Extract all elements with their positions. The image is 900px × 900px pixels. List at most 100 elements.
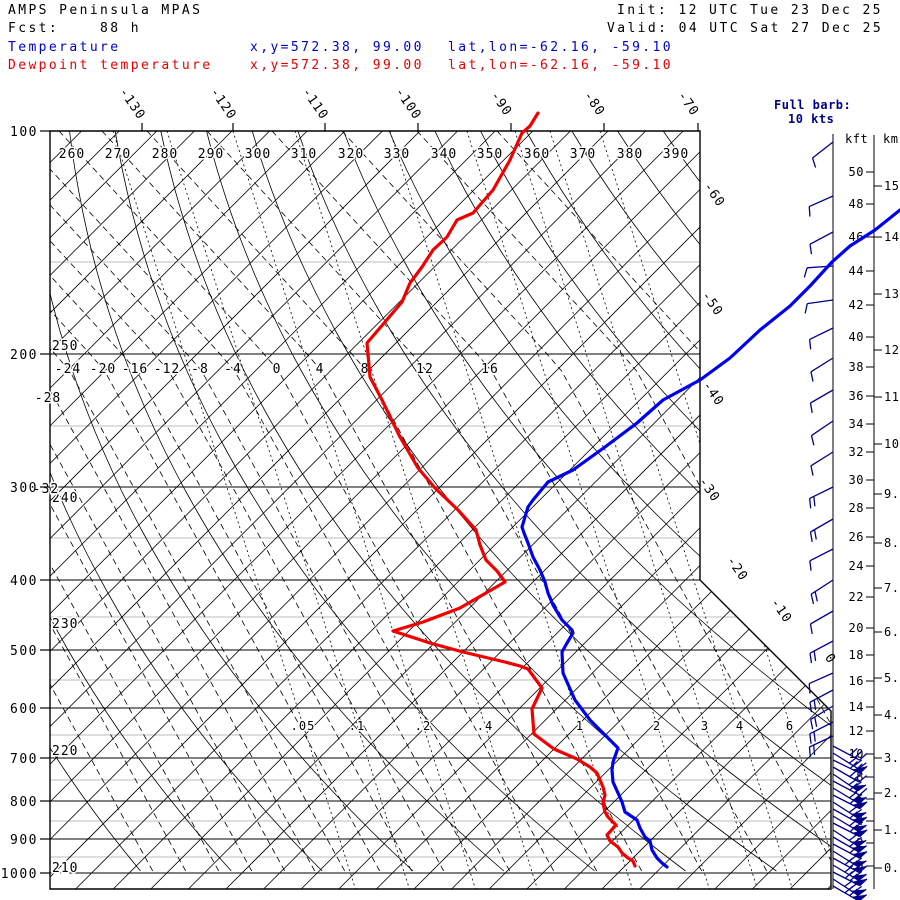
svg-text:220: 220 (52, 744, 78, 759)
svg-text:230: 230 (52, 617, 78, 632)
dewpoint-latlon: lat,lon=-62.16, -59.10 (448, 58, 673, 73)
svg-text:.05: .05 (291, 719, 316, 733)
svg-text:210: 210 (52, 861, 78, 876)
right-isotherm-labels: -60 -50 -40 -30 -20 -10 0 (695, 180, 838, 667)
svg-text:15.: 15. (884, 179, 900, 193)
svg-text:.1: .1 (349, 719, 365, 733)
svg-text:40: 40 (849, 330, 864, 344)
svg-text:16: 16 (849, 674, 864, 688)
temperature-latlon: lat,lon=-62.16, -59.10 (448, 40, 673, 55)
svg-text:4: 4 (736, 719, 744, 733)
svg-text:0: 0 (273, 362, 282, 377)
svg-text:-60: -60 (700, 180, 727, 210)
svg-text:28: 28 (849, 501, 864, 515)
svg-text:12: 12 (416, 362, 434, 377)
moist-adiabat-labels: -24 -20 -16 -12 -8 -4 0 4 8 12 16 -28 -32 (31, 361, 499, 499)
svg-text:50: 50 (849, 165, 864, 179)
svg-text:8: 8 (856, 770, 864, 784)
svg-text:22: 22 (849, 590, 864, 604)
forecast-hour: Fcst: 88 h (8, 21, 141, 36)
svg-text:10: 10 (849, 747, 864, 761)
svg-text:7.: 7. (884, 581, 899, 595)
svg-text:6.: 6. (884, 625, 899, 639)
svg-text:km: km (883, 132, 898, 146)
dewpoint-curve (365, 111, 637, 868)
svg-text:5.: 5. (884, 671, 899, 685)
svg-text:38: 38 (849, 360, 864, 374)
svg-text:360: 360 (524, 147, 550, 162)
svg-text:400: 400 (10, 574, 38, 589)
svg-text:-8: -8 (191, 362, 209, 377)
svg-text:700: 700 (10, 752, 38, 767)
svg-text:270: 270 (105, 147, 131, 162)
svg-text:-130: -130 (116, 85, 149, 123)
svg-text:1000: 1000 (1, 867, 38, 882)
svg-text:14: 14 (849, 700, 864, 714)
svg-text:4.: 4. (884, 708, 899, 722)
svg-text:kft: kft (845, 132, 868, 146)
svg-text:26: 26 (849, 530, 864, 544)
svg-text:8: 8 (361, 362, 370, 377)
page-title: AMPS Peninsula MPAS (8, 3, 203, 18)
svg-text:-80: -80 (580, 89, 607, 119)
svg-text:300: 300 (245, 147, 271, 162)
svg-text:12.: 12. (884, 343, 900, 357)
svg-text:-28: -28 (35, 391, 61, 406)
svg-text:-40: -40 (699, 379, 726, 409)
svg-text:.4: .4 (477, 719, 493, 733)
svg-text:30: 30 (849, 473, 864, 487)
svg-text:32: 32 (849, 445, 864, 459)
svg-text:-20: -20 (723, 554, 750, 584)
full-barb-legend-line1: Full barb: (774, 98, 852, 112)
svg-text:10.: 10. (884, 437, 900, 451)
valid-time: Valid: 04 UTC Sat 27 Dec 25 (607, 21, 884, 36)
svg-text:14.: 14. (884, 230, 900, 244)
init-time: Init: 12 UTC Tue 23 Dec 25 (617, 3, 883, 18)
svg-text:1.: 1. (884, 823, 899, 837)
svg-text:2.: 2. (884, 786, 899, 800)
svg-text:13.: 13. (884, 287, 900, 301)
svg-text:240: 240 (52, 491, 78, 506)
svg-text:800: 800 (10, 795, 38, 810)
svg-text:-70: -70 (674, 89, 701, 119)
temperature-legend-label: Temperature (8, 40, 121, 55)
plot-border (49, 130, 832, 890)
svg-text:9.: 9. (884, 487, 899, 501)
svg-text:4: 4 (316, 362, 325, 377)
svg-text:340: 340 (431, 147, 457, 162)
thermodynamic-line-families (50, 131, 831, 889)
height-axis: kft km50484644424038363432302826242220181… (845, 132, 900, 889)
full-barb-legend-line2: 10 kts (788, 112, 835, 126)
svg-text:12: 12 (849, 724, 864, 738)
dewpoint-grid-coords: x,y=572.38, 99.00 (250, 58, 424, 73)
svg-text:250: 250 (52, 339, 78, 354)
svg-text:-12: -12 (154, 362, 180, 377)
svg-text:18: 18 (849, 648, 864, 662)
svg-text:24: 24 (849, 559, 864, 573)
svg-text:11.: 11. (884, 390, 900, 404)
svg-text:-16: -16 (122, 362, 148, 377)
svg-text:310: 310 (291, 147, 317, 162)
svg-text:-50: -50 (698, 289, 725, 319)
svg-text:6: 6 (786, 719, 794, 733)
svg-text:-30: -30 (695, 475, 722, 505)
svg-text:42: 42 (849, 298, 864, 312)
top-isotherm-axis: -130 -120 -110 -100 -90 -80 -70 (116, 85, 702, 131)
svg-text:.2: .2 (415, 719, 431, 733)
svg-text:16: 16 (481, 362, 499, 377)
temperature-grid-coords: x,y=572.38, 99.00 (250, 40, 424, 55)
svg-text:0.: 0. (884, 861, 899, 875)
svg-text:390: 390 (663, 147, 689, 162)
pressure-axis-labels: 100 200 300 400 500 600 700 800 900 1000 (1, 125, 50, 882)
mixing-ratio-labels: .05 .1 .2 .4 1 2 3 4 6 (289, 718, 794, 735)
svg-text:300: 300 (10, 481, 38, 496)
svg-text:36: 36 (849, 389, 864, 403)
pressure-major-gridlines (50, 353, 831, 874)
svg-text:-24: -24 (55, 362, 81, 377)
svg-text:290: 290 (198, 147, 224, 162)
svg-text:1: 1 (576, 719, 584, 733)
svg-text:330: 330 (384, 147, 410, 162)
svg-text:2: 2 (653, 719, 661, 733)
